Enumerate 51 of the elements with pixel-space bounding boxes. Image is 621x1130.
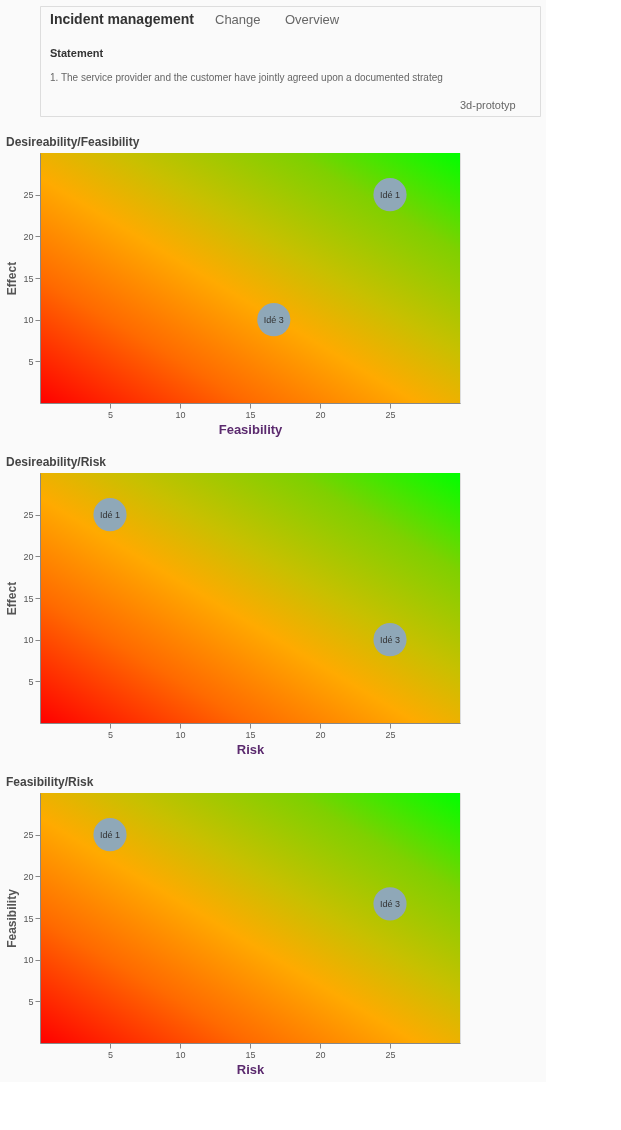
annotation: Idé 3 (263, 314, 284, 325)
x-tick-label: 10 (175, 1049, 186, 1060)
text: Incident management (50, 11, 195, 27)
y-tick-label: 25 (23, 510, 34, 521)
x-tick-label: 10 (175, 729, 186, 740)
annotation: Idé 1 (99, 509, 121, 520)
chart-title: Desireability/Feasibility (5, 135, 140, 149)
text: 1. The service provider and the customer have jointly agreed upon a documented strateg (50, 72, 443, 83)
x-tick-label: 20 (315, 1049, 326, 1060)
x-tick-label: 15 (245, 729, 256, 740)
y-tick-label: 25 (23, 190, 34, 201)
y-tick-label: 5 (28, 996, 34, 1007)
y-tick-label: 10 (23, 955, 34, 966)
x-tick-label: 20 (315, 729, 326, 740)
y-tick-label: 15 (23, 593, 34, 604)
annotation: Idé 1 (379, 189, 401, 200)
x-tick-label: 5 (107, 409, 114, 420)
x-tick-label: 25 (385, 1049, 396, 1060)
y-tick-label: 20 (23, 551, 34, 562)
x-axis-title: Risk (236, 741, 265, 757)
x-tick-label: 25 (385, 729, 396, 740)
x-tick-label: 20 (315, 409, 326, 420)
y-tick-label: 10 (23, 635, 34, 646)
text: 3d-prototyp (460, 99, 516, 111)
chart-title: Feasibility/Risk (5, 775, 94, 789)
y-tick-label: 25 (23, 830, 34, 841)
annotation: Idé 3 (379, 634, 401, 645)
text: Statement (50, 47, 104, 59)
x-tick-label: 5 (107, 1049, 114, 1060)
text: Change (215, 12, 261, 27)
y-tick-label: 20 (23, 231, 34, 242)
y-tick-label: 20 (23, 871, 34, 882)
x-axis-title: Risk (236, 1061, 265, 1077)
y-axis-title: Effect (5, 581, 20, 616)
y-axis-title: Feasibility (5, 888, 20, 948)
y-tick-label: 5 (28, 676, 34, 687)
x-tick-label: 25 (385, 409, 396, 420)
y-tick-label: 15 (23, 273, 34, 284)
annotation: Idé 1 (99, 829, 121, 840)
chart-title: Desireability/Risk (5, 455, 107, 469)
x-tick-label: 5 (107, 729, 114, 740)
x-axis-title: Feasibility (218, 421, 284, 437)
y-tick-label: 15 (23, 913, 34, 924)
y-axis-title: Effect (5, 261, 20, 296)
y-tick-label: 5 (28, 356, 34, 367)
annotation: Idé 3 (379, 898, 401, 909)
x-tick-label: 10 (175, 409, 186, 420)
text: Overview (285, 12, 340, 27)
y-tick-label: 10 (23, 315, 34, 326)
x-tick-label: 15 (245, 1049, 256, 1060)
x-tick-label: 15 (245, 409, 256, 420)
